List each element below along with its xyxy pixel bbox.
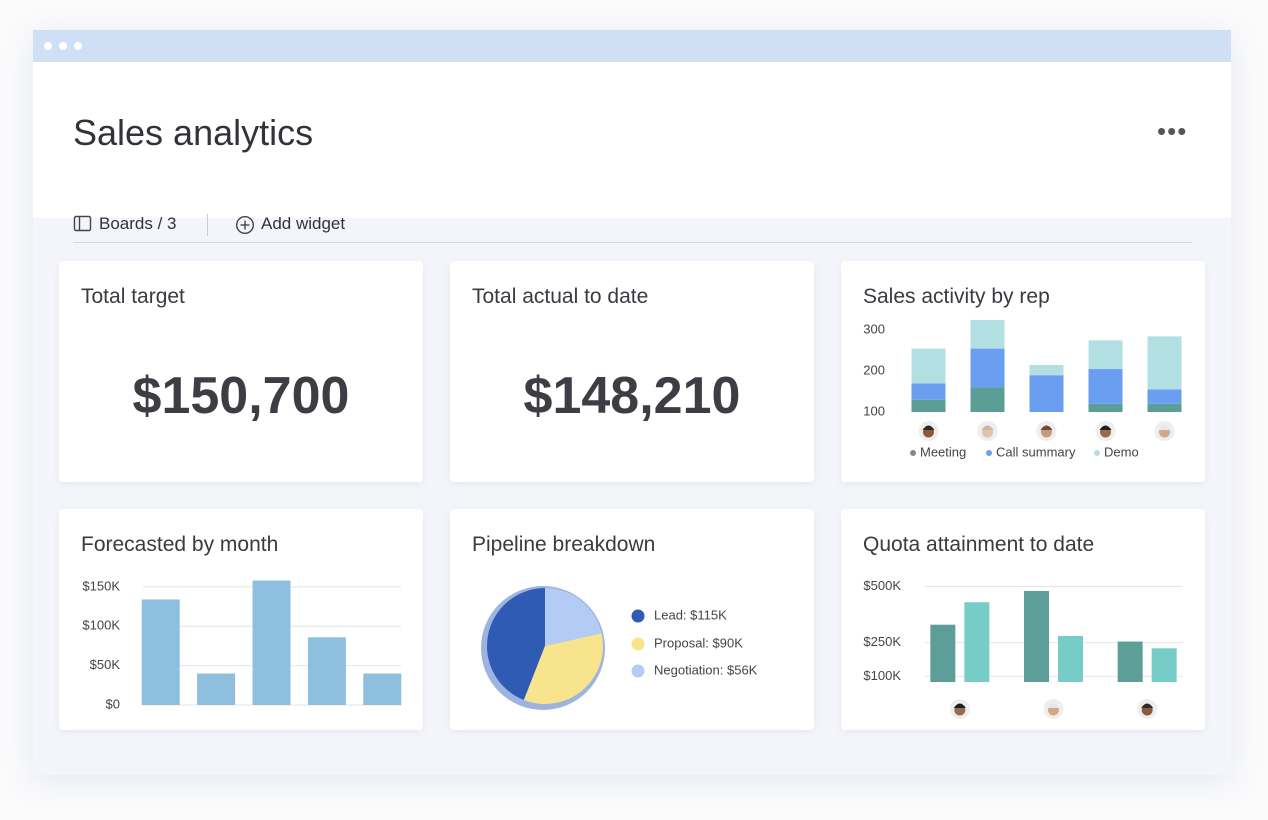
y-tick-label: $100K — [82, 618, 120, 633]
y-tick-label: $100K — [863, 668, 901, 683]
legend-marker — [910, 450, 916, 456]
bar-segment — [1029, 375, 1064, 412]
bar-segment — [970, 319, 1005, 349]
bar — [964, 602, 990, 682]
bar — [1058, 635, 1083, 682]
chart-card: Pipeline breakdown Lead: $115K Proposal: … — [450, 509, 814, 730]
bar — [1117, 641, 1143, 682]
avatar-hair — [1158, 425, 1171, 430]
avatar-hair — [922, 425, 935, 430]
bar-segment — [911, 348, 946, 384]
kpi-value: $150,700 — [132, 367, 350, 425]
card-title: Total target — [81, 285, 185, 308]
legend-marker — [986, 450, 992, 456]
bar-segment — [1088, 340, 1123, 370]
bar-segment — [1088, 403, 1123, 412]
card-title: Sales activity by rep — [863, 285, 1050, 308]
bar-segment — [970, 387, 1005, 412]
bar-segment — [1147, 403, 1182, 412]
y-tick-label: $500K — [863, 578, 901, 593]
legend-label: Lead: $115K — [654, 607, 727, 622]
window-dot — [59, 42, 67, 50]
chart: Lead: $115K Proposal: $90K Negotiation: $5… — [481, 586, 758, 710]
avatar-hair — [1099, 425, 1112, 430]
bar — [363, 673, 402, 705]
pie-slice — [523, 633, 603, 704]
legend-marker — [631, 609, 645, 623]
card-title: Quota attainment to date — [863, 533, 1095, 556]
bar — [307, 637, 346, 705]
separator — [207, 214, 208, 236]
more-menu[interactable]: ••• — [1157, 116, 1188, 146]
chart: 100 200 300 Meeting Call summary Demo — [863, 319, 1182, 459]
bar-segment — [911, 399, 946, 412]
y-tick-label: $50K — [90, 657, 121, 672]
y-tick-label: $250K — [863, 634, 901, 649]
card-title: Pipeline breakdown — [472, 533, 656, 556]
y-tick-label: 300 — [863, 322, 885, 337]
kpi-card: Total target $150,700 — [59, 261, 423, 482]
window-bar — [33, 30, 1231, 62]
bar-segment — [1147, 336, 1182, 390]
bar-segment — [1029, 364, 1064, 376]
legend-label: Proposal: $90K — [654, 635, 743, 650]
legend-marker — [631, 637, 645, 651]
chart-card: Forecasted by month $0 $50K $100K $150K — [59, 509, 423, 730]
y-tick-label: 100 — [863, 403, 885, 418]
chart-card: Sales activity by rep 100 200 300 Meeting Ca… — [841, 261, 1205, 482]
avatar-hair — [1047, 703, 1060, 708]
breadcrumb[interactable]: Boards / 3 — [99, 214, 177, 233]
kpi-card: Total actual to date $148,210 — [450, 261, 814, 482]
avatar-hair — [953, 703, 966, 708]
y-tick-label: $150K — [82, 578, 120, 593]
chart: $0 $50K $100K $150K — [82, 578, 402, 711]
add-widget[interactable]: Add widget — [261, 214, 346, 233]
legend-label: Call summary — [996, 444, 1076, 459]
avatar-hair — [981, 425, 994, 430]
bar — [1024, 590, 1049, 682]
chart-card: Quota attainment to date $100K $250K $500K — [841, 509, 1205, 730]
avatar-hair — [1040, 425, 1053, 430]
pie-slice — [545, 588, 602, 646]
window-dot — [44, 42, 52, 50]
pie-slice — [487, 588, 545, 701]
card-title: Total actual to date — [472, 285, 649, 308]
page-title: Sales analytics — [73, 112, 314, 153]
legend-label: Meeting — [920, 444, 966, 459]
bar — [141, 599, 180, 705]
legend-label: Demo — [1104, 444, 1139, 459]
divider — [73, 242, 1192, 243]
bar-segment — [970, 348, 1005, 388]
bar — [252, 580, 291, 705]
kpi-value: $148,210 — [523, 367, 741, 425]
legend-label: Negotiation: $56K — [654, 662, 758, 677]
bar-segment — [1088, 369, 1123, 404]
window-dot — [74, 42, 82, 50]
bar — [1151, 648, 1177, 682]
avatar-hair — [1141, 703, 1154, 708]
bar — [197, 673, 236, 705]
bar-segment — [1147, 389, 1182, 404]
legend-marker — [1094, 450, 1100, 456]
header: Sales analytics ••• Boards / 3 Add widge… — [33, 62, 1231, 243]
plus-icon — [235, 215, 255, 235]
card-title: Forecasted by month — [81, 533, 279, 556]
y-tick-label: 200 — [863, 363, 885, 378]
bar — [930, 624, 956, 682]
board-icon — [73, 215, 92, 232]
chart: $100K $250K $500K — [863, 578, 1183, 719]
legend-marker — [631, 664, 645, 678]
bar-segment — [911, 383, 946, 400]
y-tick-label: $0 — [106, 696, 120, 711]
